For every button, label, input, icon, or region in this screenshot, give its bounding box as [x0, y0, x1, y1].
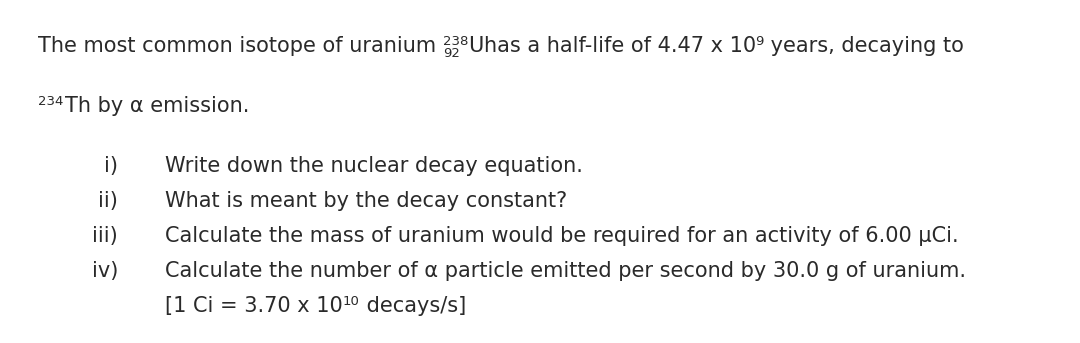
- Text: decays/s]: decays/s]: [360, 296, 465, 316]
- Text: 238: 238: [443, 35, 468, 48]
- Text: Calculate the number of α particle emitted per second by 30.0 g of uranium.: Calculate the number of α particle emitt…: [165, 261, 966, 281]
- Text: 92: 92: [443, 47, 460, 60]
- Text: iv): iv): [92, 261, 118, 281]
- Text: iii): iii): [92, 226, 118, 246]
- Text: years, decaying to: years, decaying to: [764, 36, 963, 56]
- Text: [1 Ci = 3.70 x 10: [1 Ci = 3.70 x 10: [165, 296, 342, 316]
- Text: The most common isotope of uranium: The most common isotope of uranium: [38, 36, 443, 56]
- Text: Calculate the mass of uranium would be required for an activity of 6.00 μCi.: Calculate the mass of uranium would be r…: [165, 226, 959, 246]
- Text: 10: 10: [342, 295, 360, 308]
- Text: 9: 9: [756, 35, 764, 48]
- Text: What is meant by the decay constant?: What is meant by the decay constant?: [165, 191, 567, 211]
- Text: has a half-life of 4.47 x 10: has a half-life of 4.47 x 10: [484, 36, 756, 56]
- Text: i): i): [104, 156, 118, 176]
- Text: Write down the nuclear decay equation.: Write down the nuclear decay equation.: [165, 156, 583, 176]
- Text: U: U: [468, 36, 484, 56]
- Text: Th by α emission.: Th by α emission.: [66, 96, 249, 116]
- Text: ii): ii): [98, 191, 118, 211]
- Text: 234: 234: [38, 95, 64, 108]
